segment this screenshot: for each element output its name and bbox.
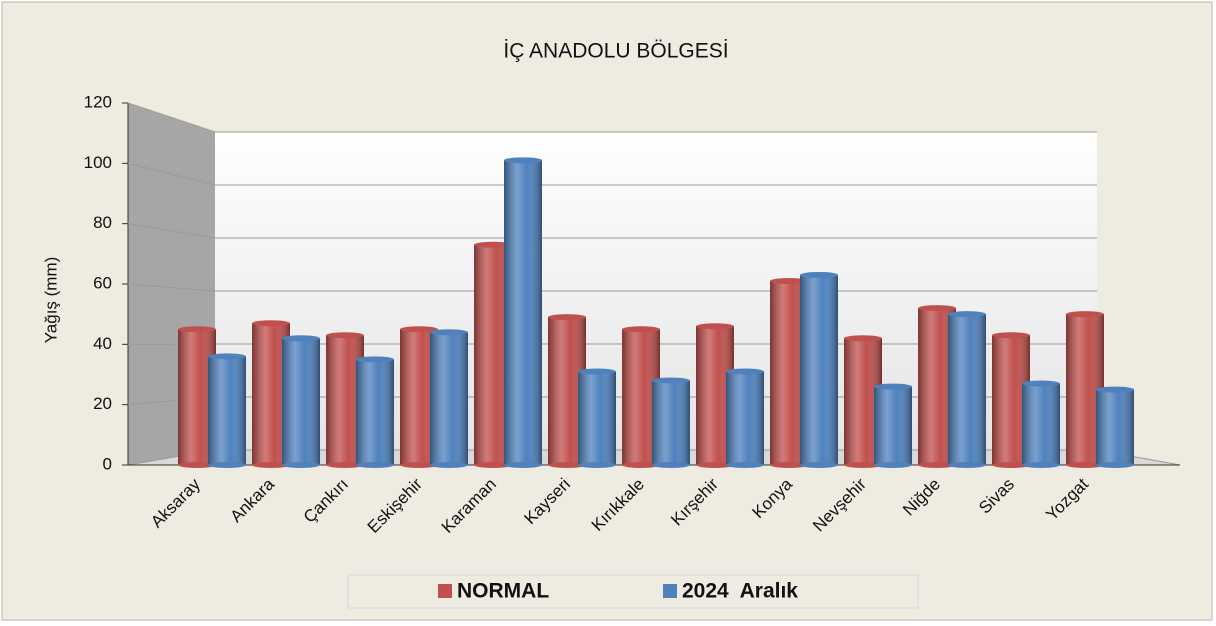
bar (1022, 380, 1060, 468)
bar (874, 383, 912, 468)
bar (208, 353, 246, 468)
bar (948, 311, 986, 468)
legend-label: NORMAL (457, 580, 549, 603)
y-tick-label: 100 (84, 153, 112, 172)
chart-title: İÇ ANADOLU BÖLGESİ (503, 40, 728, 63)
legend-label: 2024 Aralık (682, 580, 798, 603)
grid-line (127, 102, 1097, 133)
bar (504, 157, 542, 468)
legend (347, 574, 919, 609)
bar (578, 368, 616, 468)
y-tick-label: 20 (93, 394, 112, 413)
legend-swatch (663, 584, 677, 598)
y-tick-label: 120 (84, 92, 112, 111)
bar (356, 356, 394, 468)
bar (1096, 386, 1134, 468)
grid-line (127, 223, 1097, 239)
legend-swatch (438, 584, 452, 598)
y-tick-label: 0 (103, 454, 112, 473)
y-axis-label: Yağış (mm) (41, 257, 60, 344)
bar (800, 271, 838, 468)
bar (652, 377, 690, 468)
y-tick-label: 60 (93, 273, 112, 292)
bar (696, 323, 734, 468)
y-tick-label: 80 (93, 213, 112, 232)
bar (726, 368, 764, 468)
y-tick-label: 40 (93, 334, 112, 353)
grid-line (127, 162, 1097, 186)
bar (282, 335, 320, 468)
bar (430, 329, 468, 468)
